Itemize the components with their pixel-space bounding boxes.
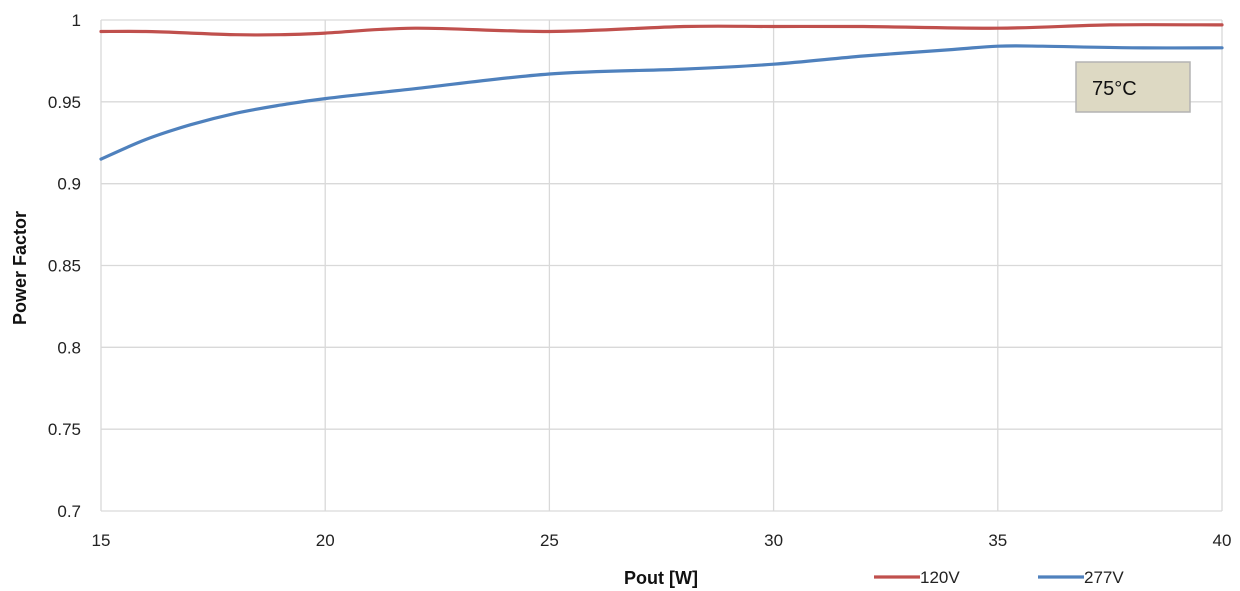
- x-tick-label: 25: [540, 531, 559, 550]
- y-tick-label: 0.7: [57, 502, 81, 521]
- x-tick-label: 40: [1213, 531, 1232, 550]
- y-axis-title: Power Factor: [10, 211, 30, 325]
- y-tick-label: 1: [72, 11, 81, 30]
- x-tick-label: 30: [764, 531, 783, 550]
- y-tick-label: 0.9: [57, 175, 81, 194]
- legend: 120V 277V: [874, 568, 1124, 587]
- legend-label-120v: 120V: [920, 568, 960, 587]
- series-line-120v: [99, 23, 1224, 37]
- grid-lines: [100, 19, 1223, 512]
- y-tick-label: 0.95: [48, 93, 81, 112]
- series-line-277v: [99, 44, 1224, 161]
- y-tick-labels: 0.7 0.75 0.8 0.85 0.9 0.95 1: [48, 11, 81, 521]
- x-tick-label: 35: [988, 531, 1007, 550]
- annotation-text: 75°C: [1092, 78, 1137, 100]
- x-axis-title: Pout [W]: [624, 568, 698, 588]
- legend-label-277v: 277V: [1084, 568, 1124, 587]
- x-tick-labels: 15 20 25 30 35 40: [92, 531, 1232, 550]
- y-tick-label: 0.85: [48, 257, 81, 276]
- y-tick-label: 0.8: [57, 338, 81, 357]
- series-lines: [99, 23, 1224, 161]
- y-tick-label: 0.75: [48, 420, 81, 439]
- annotation-box: 75°C: [1075, 61, 1191, 113]
- x-tick-label: 15: [92, 531, 111, 550]
- x-tick-label: 20: [316, 531, 335, 550]
